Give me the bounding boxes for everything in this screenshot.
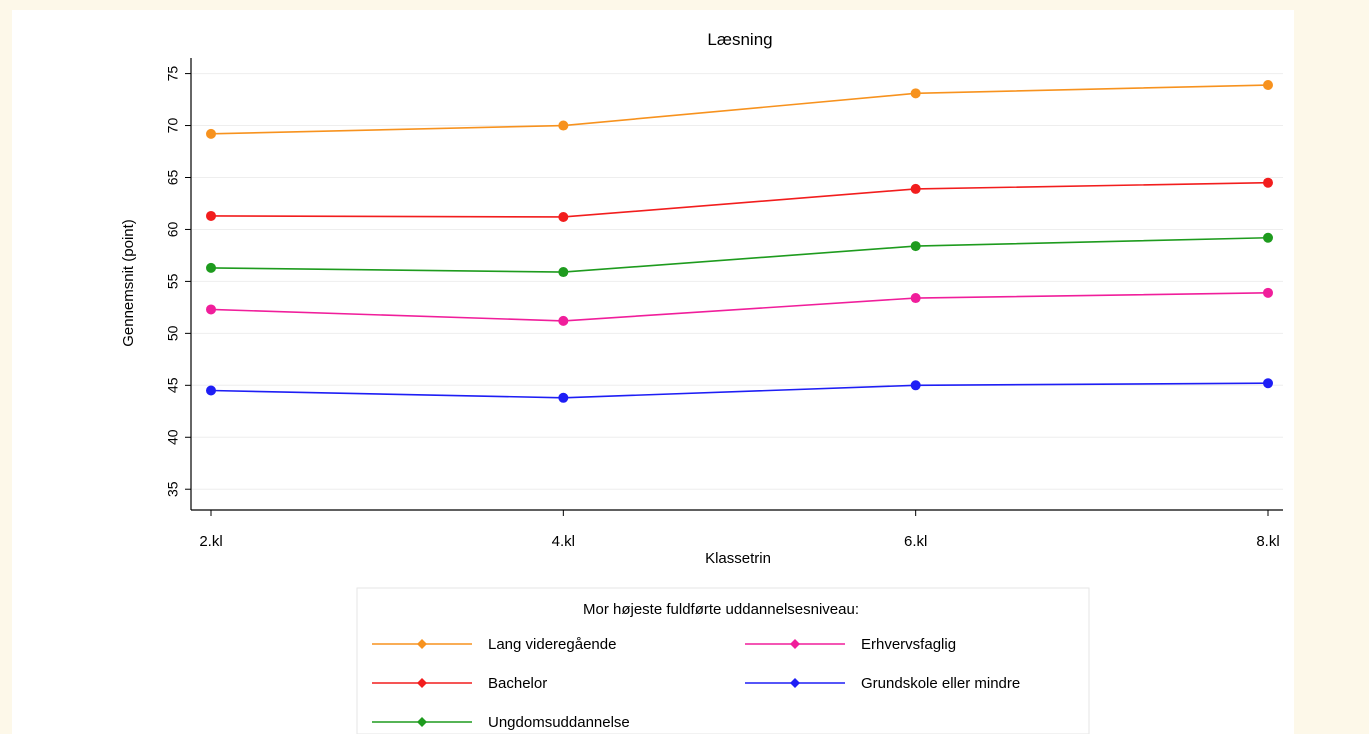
data-point <box>558 267 569 278</box>
x-axis-label: Klassetrin <box>705 550 771 567</box>
legend-swatch-marker <box>417 639 427 649</box>
y-tick-label: 70 <box>165 118 181 134</box>
legend-label: Grundskole eller mindre <box>861 675 1020 692</box>
data-point <box>1263 287 1273 298</box>
right-background-strip <box>1294 10 1369 734</box>
legend-item: Erhvervsfaglig <box>745 636 956 653</box>
chart-title: Læsning <box>707 30 772 49</box>
y-tick-label: 45 <box>165 377 181 393</box>
series-lines <box>206 80 1273 403</box>
data-point <box>206 210 216 221</box>
data-point <box>910 380 921 391</box>
legend-swatch-marker <box>790 678 800 688</box>
y-tick-label: 50 <box>165 325 181 341</box>
legend-label: Bachelor <box>488 675 547 692</box>
x-tick-label: 4.kl <box>552 533 575 550</box>
legend-label: Lang videregående <box>488 636 616 653</box>
data-point <box>910 241 921 252</box>
legend-swatch-marker <box>790 639 800 649</box>
data-point <box>558 211 569 222</box>
series-Grundskole eller mindre <box>206 378 1273 403</box>
y-tick-label: 60 <box>165 221 181 237</box>
series-Bachelor <box>206 177 1273 222</box>
x-tick-label: 8.kl <box>1256 533 1279 550</box>
data-point <box>558 120 569 131</box>
data-point <box>1263 80 1273 91</box>
y-tick-label: 35 <box>165 481 181 497</box>
legend-item: Grundskole eller mindre <box>745 675 1020 692</box>
legend-item: Ungdomsuddannelse <box>372 714 630 731</box>
data-point <box>910 183 921 194</box>
data-point <box>910 293 921 304</box>
series-Ungdomsuddannelse <box>206 232 1273 278</box>
data-point <box>910 88 921 99</box>
series-line <box>210 292 1269 322</box>
legend-label: Ungdomsuddannelse <box>488 714 630 731</box>
data-point <box>558 392 569 403</box>
gridlines <box>192 73 1283 490</box>
legend-item: Lang videregående <box>372 636 616 653</box>
data-point <box>1263 378 1273 389</box>
data-point <box>1263 232 1273 243</box>
data-point <box>558 315 569 326</box>
legend: Mor højeste fuldførte uddannelsesniveau:… <box>356 587 1090 734</box>
y-axis-label: Gennemsnit (point) <box>120 219 137 347</box>
series-line <box>210 236 1269 273</box>
x-ticks: 2.kl 4.kl 6.kl 8.kl <box>199 510 1280 550</box>
series-line <box>210 181 1269 218</box>
data-point <box>206 128 216 139</box>
y-ticks: 35 40 45 50 55 60 65 70 75 <box>165 66 191 497</box>
legend-title: Mor højeste fuldførte uddannelsesniveau: <box>583 601 859 618</box>
axes <box>190 58 1283 511</box>
series-Erhvervsfaglig <box>206 287 1273 326</box>
legend-items: Lang videregående Bachelor Ungdomsuddannel… <box>372 636 1020 731</box>
data-point <box>206 262 216 273</box>
y-tick-label: 55 <box>165 273 181 289</box>
y-tick-label: 40 <box>165 429 181 445</box>
legend-item: Bachelor <box>372 675 547 692</box>
y-tick-label: 65 <box>165 169 181 185</box>
data-point <box>206 304 216 315</box>
series-line <box>210 84 1269 135</box>
legend-label: Erhvervsfaglig <box>861 636 956 653</box>
series-line <box>210 382 1269 399</box>
legend-swatch-marker <box>417 717 427 727</box>
y-tick-label: 75 <box>165 66 181 82</box>
data-point <box>206 385 216 396</box>
legend-box <box>356 587 1090 734</box>
x-tick-label: 2.kl <box>199 533 222 550</box>
series-Lang videregående <box>206 80 1273 139</box>
x-tick-label: 6.kl <box>904 533 927 550</box>
legend-swatch-marker <box>417 678 427 688</box>
data-point <box>1263 177 1273 188</box>
